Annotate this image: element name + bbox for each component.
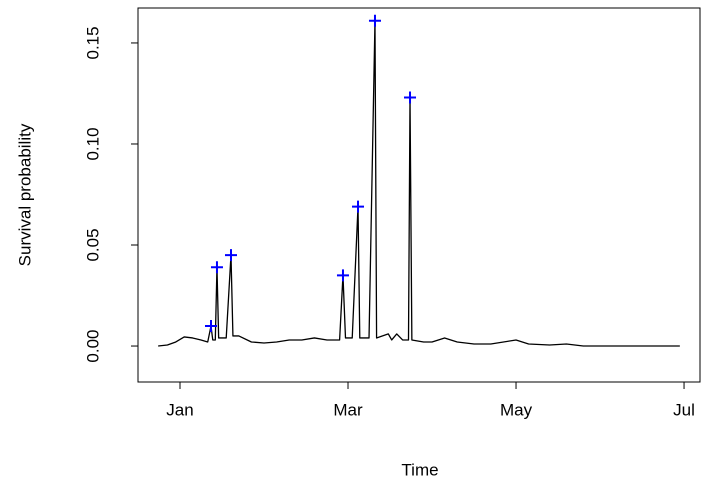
point-marker	[205, 320, 218, 333]
x-tick-label: Mar	[333, 400, 363, 419]
point-marker	[336, 269, 349, 282]
point-marker	[404, 91, 417, 104]
y-tick-label: 0.10	[83, 127, 102, 160]
point-marker	[224, 249, 237, 262]
plot-box	[137, 7, 701, 383]
y-tick-label: 0.15	[83, 26, 102, 59]
y-tick-label: 0.05	[83, 228, 102, 261]
point-marker	[352, 200, 365, 213]
x-axis-title: Time	[401, 460, 438, 479]
x-tick-label: Jul	[673, 400, 695, 419]
y-axis-title: Survival probability	[15, 123, 34, 266]
point-marker	[210, 261, 223, 274]
x-tick-label: May	[500, 400, 533, 419]
x-tick-label: Jan	[166, 400, 193, 419]
point-marker	[368, 14, 381, 27]
data-line	[158, 20, 680, 347]
y-tick-label: 0.00	[83, 329, 102, 362]
